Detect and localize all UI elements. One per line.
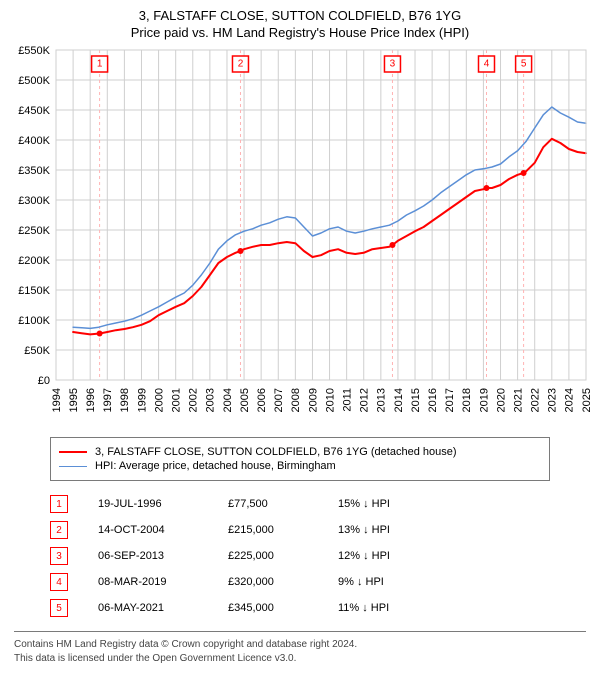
svg-text:2001: 2001 [171,388,183,412]
legend-swatch [59,451,87,453]
sales-price: £225,000 [228,550,338,562]
footer-line-2: This data is licensed under the Open Gov… [14,652,586,666]
svg-text:1999: 1999 [136,388,148,412]
svg-text:2016: 2016 [427,388,439,412]
sales-index-box: 5 [50,599,68,617]
sales-diff: 11% ↓ HPI [338,602,458,614]
svg-text:2015: 2015 [410,388,422,412]
svg-text:2012: 2012 [359,388,371,412]
sales-index-box: 1 [50,495,68,513]
svg-text:3: 3 [390,59,396,70]
legend-row: HPI: Average price, detached house, Birm… [59,460,541,472]
sales-index-box: 3 [50,547,68,565]
svg-text:1996: 1996 [85,388,97,412]
svg-text:£150K: £150K [18,285,50,297]
legend: 3, FALSTAFF CLOSE, SUTTON COLDFIELD, B76… [50,437,550,481]
svg-text:£450K: £450K [18,105,50,117]
chart-svg: £0 £50K £100K £150K £200K £250K £300K £350K £400… [10,46,590,424]
legend-label: 3, FALSTAFF CLOSE, SUTTON COLDFIELD, B76… [95,446,457,458]
sales-index-box: 4 [50,573,68,591]
svg-text:2020: 2020 [495,388,507,412]
svg-text:2019: 2019 [478,388,490,412]
sales-diff: 9% ↓ HPI [338,576,458,588]
svg-text:2018: 2018 [461,388,473,412]
svg-text:£350K: £350K [18,165,50,177]
svg-text:1997: 1997 [102,388,114,412]
svg-text:2007: 2007 [273,388,285,412]
svg-text:1994: 1994 [51,388,63,412]
svg-text:5: 5 [521,59,527,70]
sales-row: 1 19-JUL-1996£77,50015% ↓ HPI [50,491,550,517]
svg-text:2: 2 [238,59,244,70]
svg-text:£250K: £250K [18,225,50,237]
svg-text:2006: 2006 [256,388,268,412]
page-container: 3, FALSTAFF CLOSE, SUTTON COLDFIELD, B76… [0,0,600,676]
sales-table: 1 19-JUL-1996£77,50015% ↓ HPI 2 14-OCT-2004… [50,491,550,621]
sales-row: 2 14-OCT-2004£215,00013% ↓ HPI [50,517,550,543]
svg-text:2002: 2002 [188,388,200,412]
legend-swatch [59,466,87,467]
chart: £0 £50K £100K £150K £200K £250K £300K £350K £400… [10,46,590,429]
sales-date: 08-MAR-2019 [98,576,228,588]
svg-text:2013: 2013 [376,388,388,412]
svg-text:£200K: £200K [18,255,50,267]
svg-text:2011: 2011 [341,388,353,412]
svg-text:£300K: £300K [18,195,50,207]
title-sub: Price paid vs. HM Land Registry's House … [10,25,590,40]
legend-label: HPI: Average price, detached house, Birm… [95,460,336,472]
svg-text:£400K: £400K [18,135,50,147]
svg-text:£550K: £550K [18,46,50,57]
svg-text:2009: 2009 [307,388,319,412]
svg-text:1995: 1995 [68,388,80,412]
sales-date: 06-MAY-2021 [98,602,228,614]
sales-price: £215,000 [228,524,338,536]
sales-diff: 13% ↓ HPI [338,524,458,536]
svg-text:2010: 2010 [324,388,336,412]
svg-text:2021: 2021 [512,388,524,412]
svg-text:2005: 2005 [239,388,251,412]
title-block: 3, FALSTAFF CLOSE, SUTTON COLDFIELD, B76… [10,8,590,40]
svg-text:2024: 2024 [564,388,576,412]
svg-text:£50K: £50K [24,345,50,357]
svg-text:2014: 2014 [393,388,405,412]
svg-text:2017: 2017 [444,388,456,412]
svg-text:2008: 2008 [290,388,302,412]
sales-date: 06-SEP-2013 [98,550,228,562]
svg-text:2000: 2000 [153,388,165,412]
svg-text:£100K: £100K [18,315,50,327]
svg-text:2004: 2004 [222,388,234,412]
svg-text:2023: 2023 [547,388,559,412]
sales-date: 19-JUL-1996 [98,498,228,510]
svg-text:2025: 2025 [581,388,590,412]
sales-price: £320,000 [228,576,338,588]
legend-row: 3, FALSTAFF CLOSE, SUTTON COLDFIELD, B76… [59,446,541,458]
svg-text:£500K: £500K [18,75,50,87]
footer: Contains HM Land Registry data © Crown c… [14,631,586,666]
title-main: 3, FALSTAFF CLOSE, SUTTON COLDFIELD, B76… [10,8,590,23]
svg-text:2022: 2022 [530,388,542,412]
svg-text:1: 1 [97,59,103,70]
sales-diff: 12% ↓ HPI [338,550,458,562]
sales-row: 3 06-SEP-2013£225,00012% ↓ HPI [50,543,550,569]
sales-date: 14-OCT-2004 [98,524,228,536]
svg-text:1998: 1998 [119,388,131,412]
sales-row: 4 08-MAR-2019£320,0009% ↓ HPI [50,569,550,595]
sales-diff: 15% ↓ HPI [338,498,458,510]
sales-row: 5 06-MAY-2021£345,00011% ↓ HPI [50,595,550,621]
svg-text:4: 4 [484,59,490,70]
svg-text:2003: 2003 [205,388,217,412]
sales-index-box: 2 [50,521,68,539]
sales-price: £345,000 [228,602,338,614]
svg-text:£0: £0 [38,375,50,387]
sales-price: £77,500 [228,498,338,510]
